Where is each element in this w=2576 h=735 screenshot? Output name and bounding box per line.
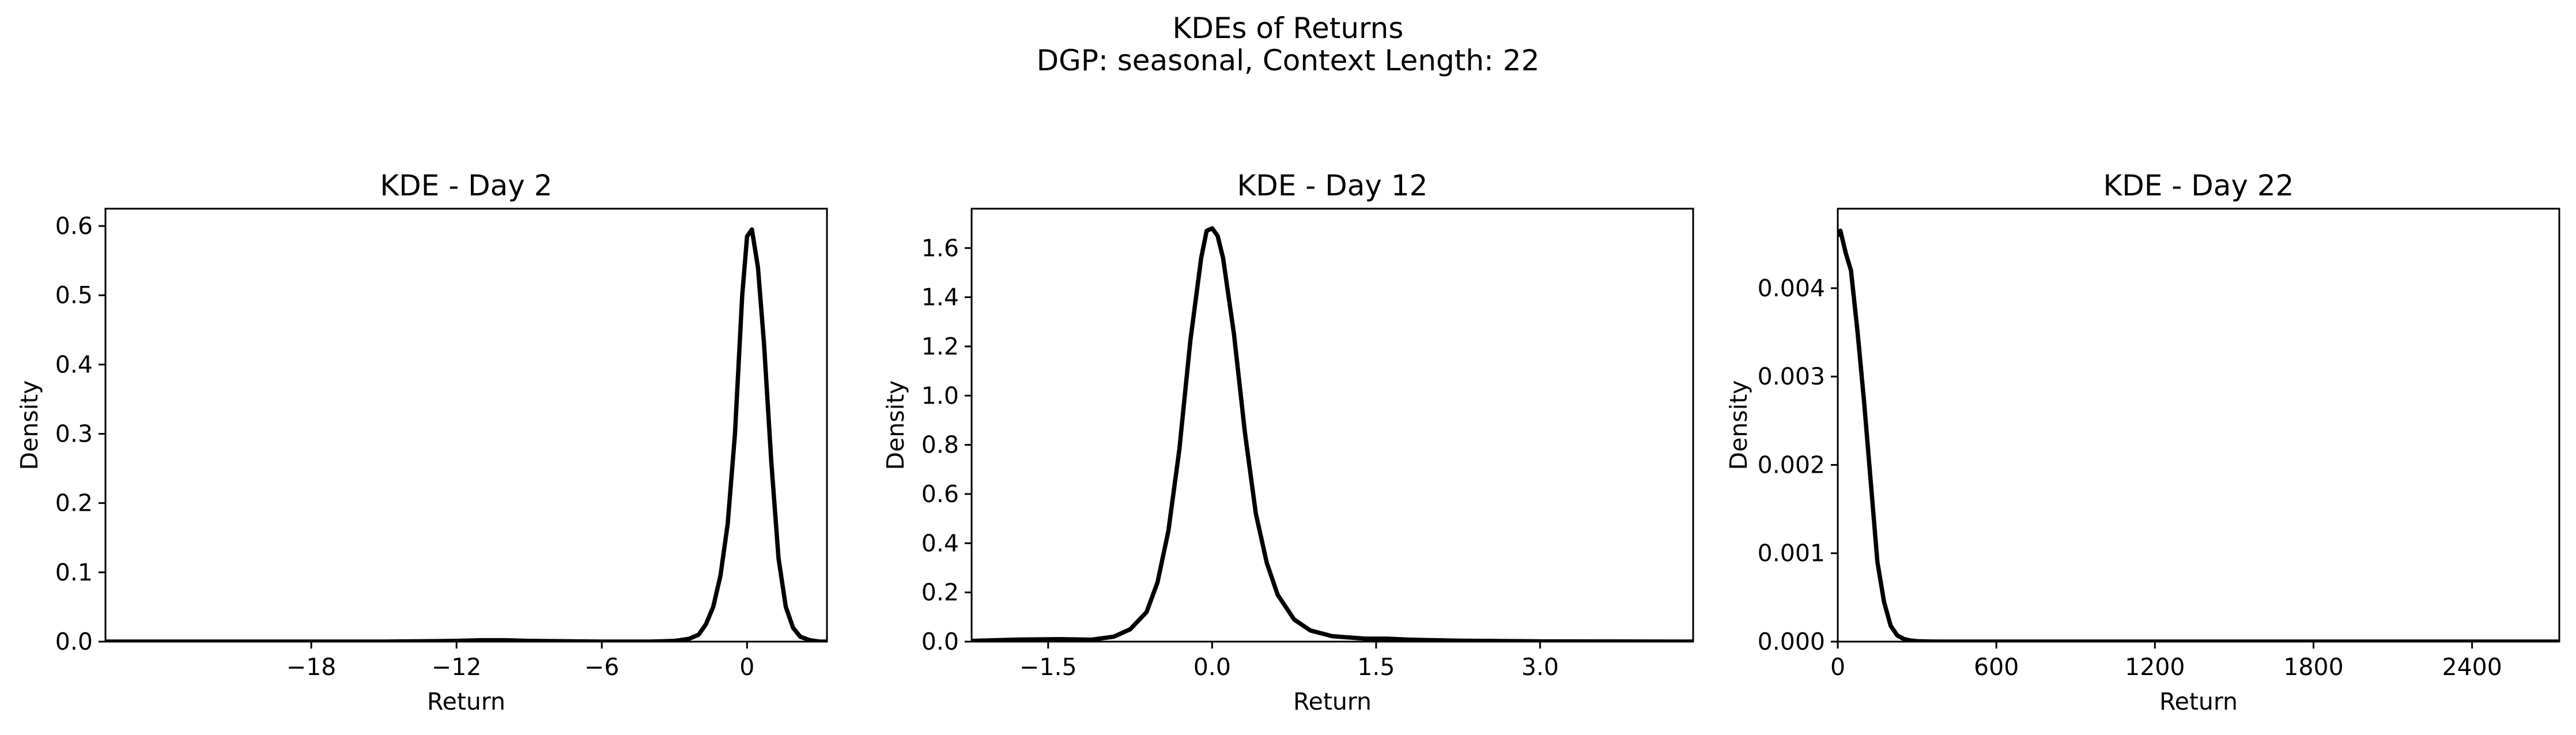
x-axis-label: Return [2159, 688, 2238, 715]
y-tick-label: 0.3 [55, 420, 93, 448]
x-tick-label: 0 [739, 653, 754, 681]
figure-title: KDEs of Returns [1173, 12, 1404, 45]
plot-frame [104, 208, 828, 643]
y-axis-label: Density [1725, 380, 1752, 470]
x-axis-label: Return [1293, 688, 1372, 715]
y-tick-label: 0.000 [1758, 628, 1825, 655]
panel-title: KDE - Day 12 [1237, 169, 1428, 202]
x-tick-label: 1800 [2283, 653, 2343, 681]
y-tick-label: 0.0 [921, 628, 959, 655]
y-tick-label: 0.004 [1758, 274, 1825, 302]
x-tick-label: 0 [1830, 653, 1845, 681]
chart-panels: −18 −12 −6 0 0.0 0.1 0.2 0.3 0.4 0.5 0.6 KDE - Day … [16, 169, 2560, 715]
y-tick-label: 1.2 [921, 333, 959, 360]
y-tick-label: 1.4 [921, 284, 959, 311]
y-tick-label: 0.001 [1758, 540, 1825, 567]
figure-subtitle: DGP: seasonal, Context Length: 22 [1037, 44, 1540, 77]
panel-title: KDE - Day 22 [2103, 169, 2294, 202]
x-tick-label: 2400 [2442, 653, 2502, 681]
y-axis-label: Density [16, 380, 43, 470]
x-tick-label: 0.0 [1193, 653, 1231, 681]
y-tick-label: 0.2 [55, 489, 93, 517]
kde-panel-2: −1.5 0.0 1.5 3.0 0.0 0.2 0.4 0.6 0.8 1.0 1.2 1.4 1.6… [882, 169, 1694, 715]
y-tick-label: 1.6 [921, 234, 959, 262]
x-tick-label: 1200 [2125, 653, 2185, 681]
panel-title: KDE - Day 2 [380, 169, 552, 202]
x-tick-label: −6 [584, 653, 619, 681]
y-tick-label: 0.0 [55, 628, 93, 655]
x-axis-label: Return [427, 688, 505, 715]
x-tick-label: −1.5 [1019, 653, 1077, 681]
kde-curve [105, 227, 827, 642]
x-tick-label: 600 [1974, 653, 2019, 681]
y-tick-label: 0.002 [1758, 451, 1825, 478]
kde-curve [1838, 228, 2559, 642]
y-tick-label: 0.8 [921, 431, 959, 459]
plot-frame [1837, 208, 2560, 643]
kde-panel-3: 0 600 1200 1800 2400 0.000 0.001 0.002 0.003 0.00… [1725, 169, 2560, 715]
x-tick-label: 3.0 [1521, 653, 1559, 681]
y-axis-label: Density [882, 380, 909, 470]
y-tick-label: 0.5 [55, 281, 93, 309]
plot-frame [970, 208, 1694, 643]
y-tick-label: 1.0 [921, 382, 959, 409]
kde-panel-1: −18 −12 −6 0 0.0 0.1 0.2 0.3 0.4 0.5 0.6 KDE - Day … [16, 169, 828, 715]
y-tick-label: 0.4 [55, 350, 93, 378]
x-tick-label: −18 [286, 653, 337, 681]
y-tick-label: 0.6 [55, 212, 93, 240]
y-tick-label: 0.4 [921, 529, 959, 557]
y-tick-label: 0.1 [55, 559, 93, 586]
y-tick-label: 0.6 [921, 480, 959, 508]
y-tick-label: 0.2 [921, 579, 959, 606]
kde-curve [972, 226, 1693, 642]
x-tick-label: −12 [432, 653, 482, 681]
y-tick-label: 0.003 [1758, 363, 1825, 390]
x-tick-label: 1.5 [1357, 653, 1395, 681]
